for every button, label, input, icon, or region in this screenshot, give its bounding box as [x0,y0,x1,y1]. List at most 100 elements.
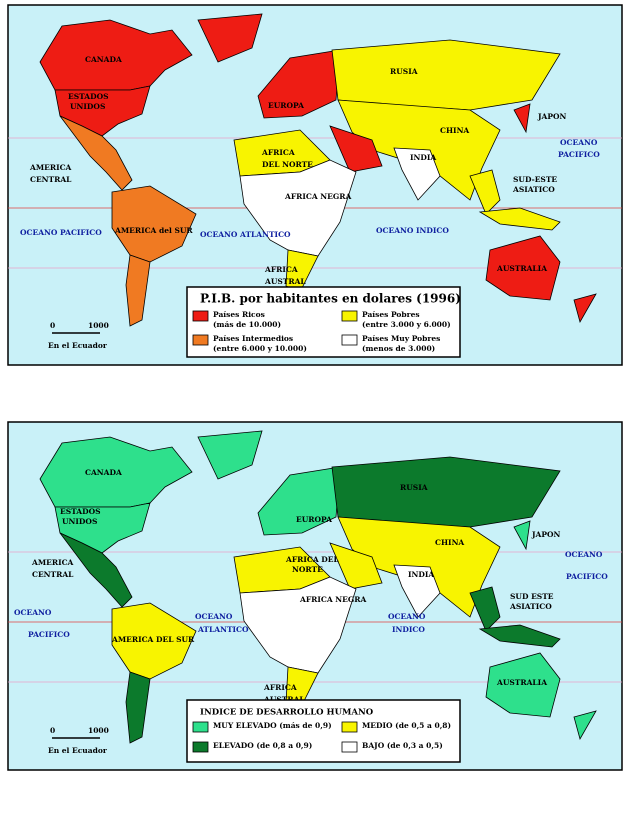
region-south-america-north [111,185,197,263]
legend-swatch [192,741,209,753]
region-label: INDICO [392,625,425,634]
legend-box [186,286,461,358]
region-label: RUSIA [400,483,428,492]
region-label: AFRICA NEGRA [284,192,351,201]
region-australia [485,652,561,718]
legend-label: Países Ricos [213,310,265,319]
region-label: CHINA [440,126,469,135]
region-label: AMERICA [31,558,74,567]
region-label: CANADA [85,55,122,64]
region-label: PACIFICO [566,572,608,581]
region-label: ESTADOS [60,507,101,516]
region-label: AFRICA [264,265,298,274]
scale-end: 1000 [88,726,109,735]
region-indonesia [478,624,561,648]
region-south-america-north [111,602,197,680]
region-middle-east [329,125,383,173]
region-label: JAPON [537,112,567,121]
region-label: ASIATICO [509,602,552,611]
region-mexico [59,115,133,191]
region-australia [485,235,561,301]
legend-label: Países Muy Pobres [362,334,440,343]
region-india [393,147,441,201]
region-label: EUROPA [296,515,332,524]
region-label: AUSTRALIA [496,264,547,273]
region-label: AFRICA [261,148,295,157]
legend-label: MUY ELEVADO (más de 0,9) [213,721,332,730]
legend-sublabel: (entre 3.000 y 6.000) [362,320,451,329]
region-europe [257,49,341,119]
region-label: CHINA [435,538,464,547]
region-south-america-south [125,671,151,744]
legend-sublabel: (más de 10.000) [213,320,281,329]
region-label: AMERICA DEL SUR [111,635,195,644]
legend-swatch [192,334,209,346]
region-label: OCEANO [560,138,598,147]
region-japan [513,520,531,551]
region-greenland [197,13,263,63]
region-africa [239,159,357,257]
region-label: JAPON [531,530,561,539]
region-label: INDIA [410,153,436,162]
region-middle-east [329,542,383,590]
region-new-zealand [573,293,597,324]
region-south-east-asia [469,586,501,632]
region-label: NORTE [292,565,323,574]
region-new-zealand [573,710,597,741]
region-label: UNIDOS [70,102,105,111]
region-label: ASIATICO [512,185,555,194]
region-label: AMERICA del SUR [114,226,193,235]
scale-start: 0 [50,726,55,735]
region-label: OCEANO [388,612,426,621]
region-label: DEL NORTE [262,160,313,169]
scale-caption: En el Ecuador [48,341,108,350]
region-label: OCEANO [195,612,233,621]
region-label: AFRICA [263,683,297,692]
region-label: AFRICA DEL [285,555,340,564]
legend-label: MEDIO (de 0,5 a 0,8) [362,721,451,730]
region-south-america-south [125,254,151,327]
legend-sublabel: (entre 6.000 y 10.000) [213,344,307,353]
legend-swatch [192,721,209,733]
region-indonesia [478,207,561,231]
region-label: ESTADOS [68,92,109,101]
region-label: PACIFICO [558,150,600,159]
region-india [393,564,441,618]
region-label: ATLANTICO [197,625,249,634]
region-label: OCEANO ATLANTICO [200,230,291,239]
region-label: RUSIA [390,67,418,76]
region-label: EUROPA [268,101,304,110]
region-label: AUSTRAL [264,277,306,286]
region-south-east-asia [469,169,501,215]
region-label: OCEANO PACIFICO [20,228,102,237]
region-label: INDIA [408,570,434,579]
legend-label: Países Intermedios [213,334,293,343]
legend-swatch [341,741,358,753]
region-label: AFRICA NEGRA [299,595,366,604]
region-russia [331,39,561,111]
region-greenland [197,430,263,480]
region-europe [257,466,341,536]
region-label: CANADA [85,468,122,477]
region-label: AMERICA [29,163,72,172]
region-africa [239,576,357,674]
region-label: OCEANO [565,550,603,559]
region-label: AUSTRALIA [496,678,547,687]
legend-swatch [192,310,209,322]
region-label: CENTRAL [32,570,74,579]
region-label: PACIFICO [28,630,70,639]
scale-end: 1000 [88,321,109,330]
region-label: SUD ESTE [510,592,554,601]
legend-label: BAJO (de 0,3 a 0,5) [362,741,443,750]
region-label: OCEANO INDICO [376,226,449,235]
legend-swatch [341,334,358,346]
region-japan [513,103,531,134]
region-label: UNIDOS [62,517,97,526]
region-label: CENTRAL [30,175,72,184]
region-mexico [59,532,133,608]
region-label: OCEANO [14,608,52,617]
